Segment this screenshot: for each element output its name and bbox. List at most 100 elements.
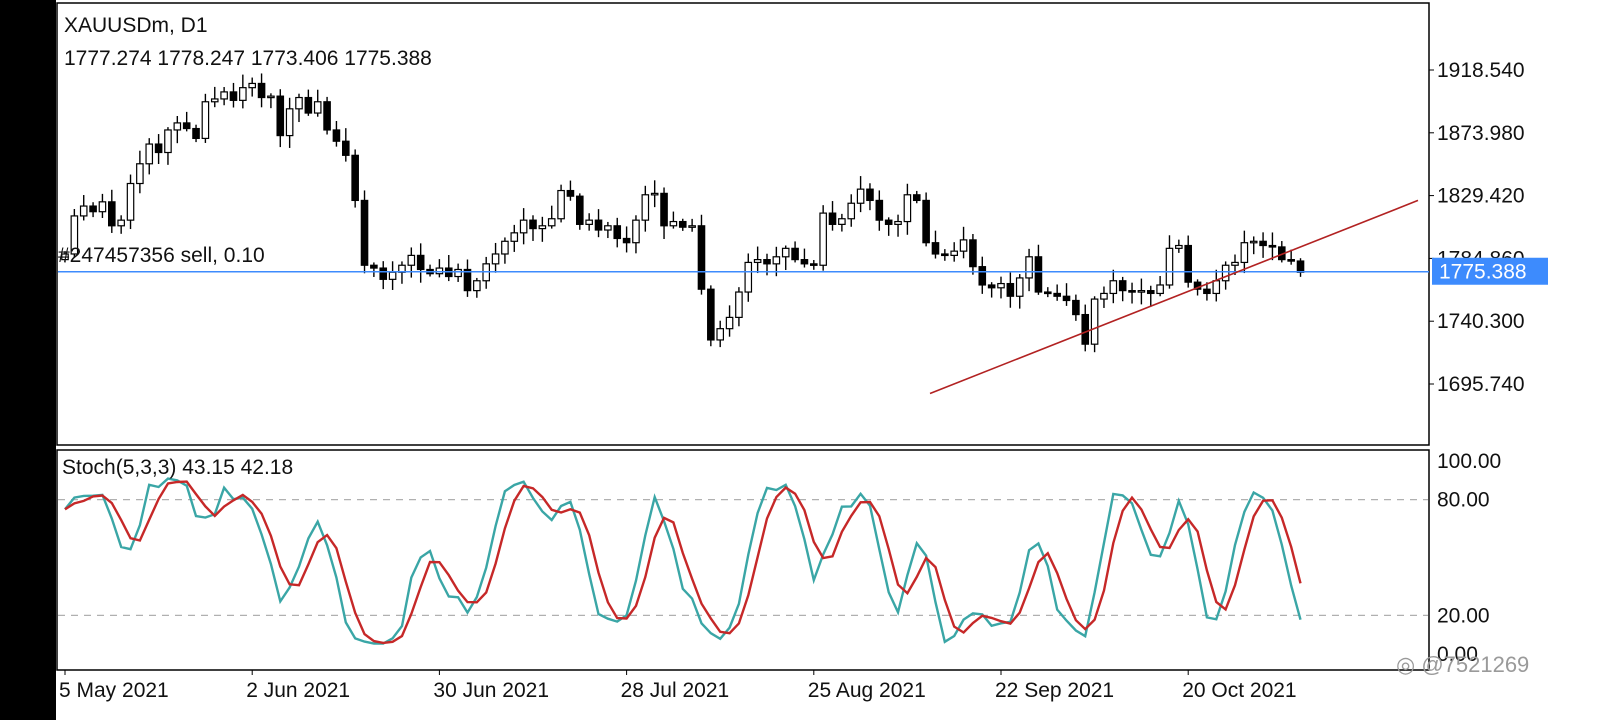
candle[interactable] bbox=[182, 111, 191, 132]
candle[interactable] bbox=[866, 183, 874, 211]
candle[interactable] bbox=[1259, 232, 1267, 258]
candle[interactable] bbox=[557, 184, 565, 223]
candle[interactable] bbox=[819, 205, 827, 271]
candle[interactable] bbox=[98, 193, 107, 218]
candle[interactable] bbox=[407, 247, 416, 278]
candle[interactable] bbox=[360, 190, 369, 274]
candle[interactable] bbox=[791, 241, 799, 263]
candle[interactable] bbox=[547, 205, 556, 229]
candle[interactable] bbox=[1249, 236, 1258, 255]
candle[interactable] bbox=[1072, 294, 1080, 321]
candle[interactable] bbox=[510, 224, 519, 252]
candle[interactable] bbox=[941, 249, 949, 261]
candle[interactable] bbox=[1268, 232, 1277, 261]
candle[interactable] bbox=[753, 246, 762, 274]
candle[interactable] bbox=[323, 96, 331, 135]
candle[interactable] bbox=[688, 218, 696, 232]
candle[interactable] bbox=[678, 218, 687, 231]
trendline[interactable] bbox=[929, 199, 1419, 395]
candle[interactable] bbox=[295, 93, 303, 123]
candle[interactable] bbox=[107, 189, 116, 233]
candle[interactable] bbox=[950, 242, 959, 262]
candle[interactable] bbox=[61, 251, 69, 263]
candle[interactable] bbox=[229, 82, 238, 108]
candle[interactable] bbox=[463, 259, 472, 297]
candle[interactable] bbox=[454, 263, 462, 282]
candle[interactable] bbox=[697, 214, 706, 295]
candle[interactable] bbox=[1165, 235, 1174, 289]
candle[interactable] bbox=[1015, 274, 1024, 309]
candle[interactable] bbox=[70, 209, 79, 258]
candle[interactable] bbox=[594, 209, 603, 238]
candle[interactable] bbox=[585, 213, 593, 231]
candle[interactable] bbox=[342, 128, 350, 162]
candle[interactable] bbox=[529, 215, 537, 241]
candle[interactable] bbox=[1128, 282, 1136, 304]
candle[interactable] bbox=[650, 180, 659, 208]
candle[interactable] bbox=[239, 74, 247, 109]
candle[interactable] bbox=[201, 93, 210, 143]
candle[interactable] bbox=[1137, 278, 1146, 305]
candle[interactable] bbox=[1203, 282, 1211, 301]
candle[interactable] bbox=[1100, 286, 1108, 308]
candle[interactable] bbox=[435, 259, 444, 278]
candle[interactable] bbox=[847, 194, 856, 227]
candle[interactable] bbox=[1062, 283, 1071, 306]
candle[interactable] bbox=[1090, 296, 1099, 353]
candle[interactable] bbox=[1081, 304, 1090, 352]
candle[interactable] bbox=[145, 138, 154, 175]
candle[interactable] bbox=[566, 180, 575, 201]
candle[interactable] bbox=[117, 215, 125, 234]
candle[interactable] bbox=[604, 221, 612, 239]
candle[interactable] bbox=[959, 226, 968, 259]
candle[interactable] bbox=[575, 193, 584, 230]
candle[interactable] bbox=[660, 187, 668, 240]
candle[interactable] bbox=[781, 245, 790, 271]
candle[interactable] bbox=[192, 124, 200, 143]
candle[interactable] bbox=[538, 216, 547, 242]
candle[interactable] bbox=[210, 86, 219, 108]
candle[interactable] bbox=[716, 320, 725, 348]
candle[interactable] bbox=[416, 243, 425, 283]
candle[interactable] bbox=[1146, 285, 1155, 307]
candle[interactable] bbox=[79, 195, 88, 221]
candle[interactable] bbox=[332, 120, 341, 147]
candle[interactable] bbox=[894, 214, 902, 237]
candle[interactable] bbox=[257, 73, 266, 108]
candle[interactable] bbox=[1006, 272, 1015, 308]
candle[interactable] bbox=[89, 202, 97, 218]
candle[interactable] bbox=[1240, 230, 1249, 274]
candle[interactable] bbox=[370, 262, 378, 277]
candle[interactable] bbox=[622, 226, 631, 253]
candle[interactable] bbox=[632, 215, 640, 254]
candle[interactable] bbox=[313, 89, 322, 117]
candle[interactable] bbox=[267, 93, 275, 109]
candle[interactable] bbox=[912, 190, 921, 204]
candle[interactable] bbox=[931, 230, 940, 259]
candle[interactable] bbox=[1287, 249, 1295, 265]
candle[interactable] bbox=[519, 208, 528, 245]
candle[interactable] bbox=[922, 192, 930, 247]
candle[interactable] bbox=[969, 233, 977, 275]
candle[interactable] bbox=[978, 256, 987, 294]
candle[interactable] bbox=[838, 213, 846, 232]
candle[interactable] bbox=[1184, 235, 1193, 288]
candle[interactable] bbox=[491, 242, 500, 273]
candle[interactable] bbox=[1025, 248, 1033, 292]
candle[interactable] bbox=[351, 149, 359, 208]
candle[interactable] bbox=[809, 259, 818, 270]
candle[interactable] bbox=[276, 89, 285, 148]
candle[interactable] bbox=[903, 183, 912, 235]
candle[interactable] bbox=[875, 190, 884, 231]
candle[interactable] bbox=[641, 185, 650, 232]
candle[interactable] bbox=[1156, 276, 1164, 297]
candle[interactable] bbox=[1118, 276, 1127, 302]
candle[interactable] bbox=[285, 97, 294, 148]
candle[interactable] bbox=[164, 127, 172, 165]
candle[interactable] bbox=[800, 248, 809, 268]
candle[interactable] bbox=[744, 253, 753, 302]
candle[interactable] bbox=[173, 115, 182, 144]
candle[interactable] bbox=[735, 287, 743, 327]
candle[interactable] bbox=[248, 77, 257, 97]
